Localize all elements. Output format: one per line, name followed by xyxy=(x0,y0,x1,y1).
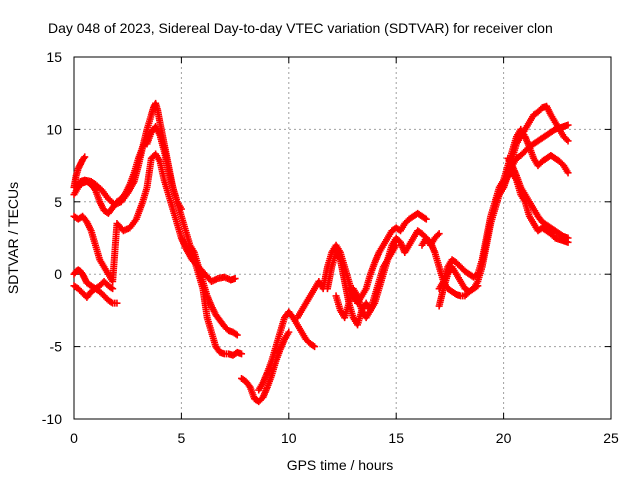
data-point xyxy=(434,231,442,239)
data-point xyxy=(80,154,88,162)
x-tick-label: 5 xyxy=(178,430,186,446)
series-track-c xyxy=(70,137,151,217)
axis-ticks: 0 5 10 15 20 25 -10 -5 0 5 10 15 xyxy=(42,49,619,446)
data-point xyxy=(238,350,246,358)
series-track-q xyxy=(500,121,572,191)
data-point xyxy=(311,343,319,351)
data-point xyxy=(113,299,121,307)
y-tick-label: 15 xyxy=(46,49,62,65)
data-point xyxy=(472,283,480,291)
data-point xyxy=(564,137,572,145)
data-point xyxy=(81,153,89,161)
data-point xyxy=(435,230,443,238)
series-track-r xyxy=(504,154,572,242)
x-tick-label: 0 xyxy=(70,430,78,446)
data-point xyxy=(107,284,115,292)
y-axis-label: SDTVAR / TECUs xyxy=(5,182,21,294)
data-point xyxy=(564,234,572,242)
x-axis-label: GPS time / hours xyxy=(287,457,394,473)
series-track-s xyxy=(418,234,482,300)
data-point xyxy=(474,282,482,290)
data-point xyxy=(564,121,572,129)
y-tick-label: 0 xyxy=(54,266,62,282)
series-track-h xyxy=(177,234,246,359)
data-point xyxy=(563,136,571,144)
data-point xyxy=(231,275,239,283)
x-tick-label: 15 xyxy=(388,430,404,446)
data-point xyxy=(285,328,293,336)
y-tick-label: 5 xyxy=(54,194,62,210)
series-track-d xyxy=(70,150,239,285)
chart-title: Day 048 of 2023, Sidereal Day-to-day VTE… xyxy=(48,20,553,36)
series-track-m xyxy=(332,241,400,322)
data-point xyxy=(564,169,572,177)
data-point xyxy=(233,331,241,339)
x-tick-label: 25 xyxy=(603,430,619,446)
y-tick-label: -5 xyxy=(50,339,63,355)
data-point xyxy=(107,298,115,306)
series-track-j xyxy=(255,308,319,394)
x-tick-label: 20 xyxy=(496,430,512,446)
data-point xyxy=(309,342,317,350)
data-point xyxy=(232,330,240,338)
y-tick-label: -10 xyxy=(42,411,62,427)
plot-frame xyxy=(73,56,612,420)
series-track-f xyxy=(70,266,117,293)
data-point xyxy=(421,214,429,222)
data-point xyxy=(422,215,430,223)
data-marks xyxy=(70,99,572,406)
series-track-e xyxy=(70,282,121,307)
x-tick-label: 10 xyxy=(281,430,297,446)
data-point xyxy=(109,285,117,293)
data-point xyxy=(392,241,400,249)
y-tick-label: 10 xyxy=(46,121,62,137)
